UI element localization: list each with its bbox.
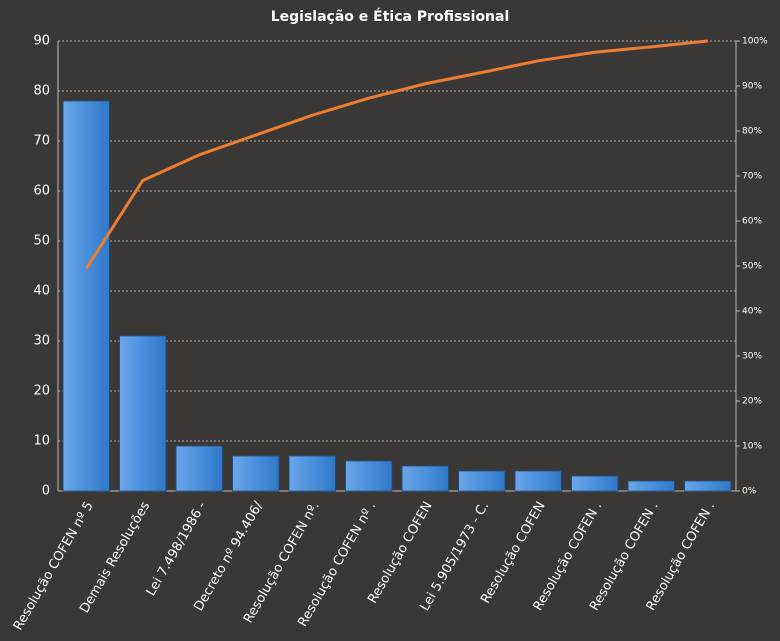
bar [62, 100, 110, 492]
bar [401, 465, 449, 492]
bar [345, 460, 393, 492]
y-tick-label: 80 [33, 84, 50, 99]
y2-tick-label: 70% [742, 172, 762, 182]
y2-tick-label: 40% [742, 307, 762, 317]
line [84, 39, 708, 270]
bar [458, 470, 506, 492]
bar [119, 335, 167, 492]
y2-tick-label: 90% [742, 82, 762, 92]
y-tick-label: 70 [33, 134, 50, 149]
y-tick-label: 10 [33, 434, 50, 449]
y2-tick-label: 30% [742, 352, 762, 362]
bar [232, 455, 280, 492]
bar [571, 475, 619, 492]
bar [684, 480, 732, 492]
y2-tick-label: 60% [742, 217, 762, 227]
bar [627, 480, 675, 492]
y2-tick-label: 0% [742, 487, 757, 497]
y-tick-label: 30 [33, 334, 50, 349]
y2-tick-label: 80% [742, 127, 762, 137]
bar [175, 445, 223, 492]
y-tick-label: 50 [33, 234, 50, 249]
bar [288, 455, 336, 492]
y2-tick-label: 50% [742, 262, 762, 272]
y-tick-label: 60 [33, 184, 50, 199]
y-tick-label: 0 [42, 484, 50, 499]
y-tick-label: 90 [33, 34, 50, 49]
chart-title: Legislação e Ética Profissional [271, 8, 510, 25]
y2-tick-label: 100% [742, 37, 768, 47]
y2-tick-label: 20% [742, 397, 762, 407]
y2-tick-label: 10% [742, 442, 762, 452]
bar [514, 470, 562, 492]
y-tick-label: 20 [33, 384, 50, 399]
y-tick-label: 40 [33, 284, 50, 299]
